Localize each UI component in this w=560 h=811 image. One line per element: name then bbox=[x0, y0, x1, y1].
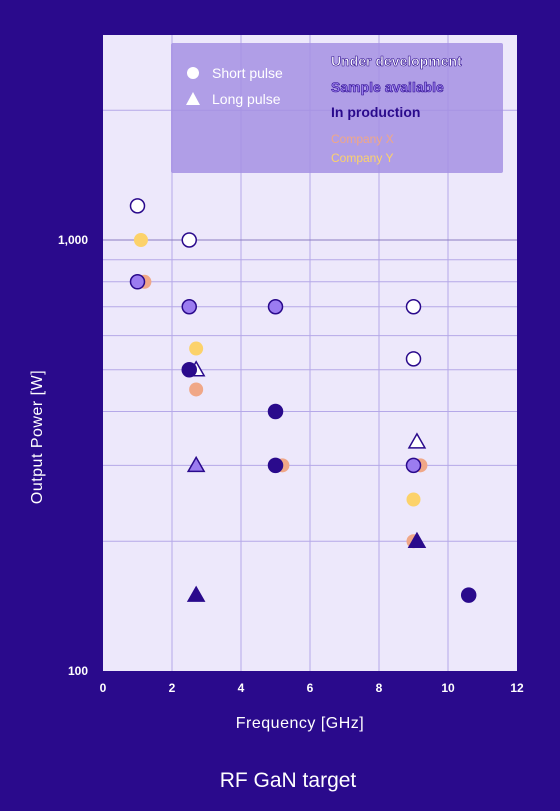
legend-box bbox=[171, 43, 503, 173]
data-point-development-circle bbox=[181, 232, 197, 248]
data-point-development-triangle bbox=[407, 432, 427, 449]
legend-company-y: Company Y bbox=[331, 151, 393, 165]
y-tick-label: 100 bbox=[68, 664, 88, 678]
data-point-development-circle bbox=[405, 351, 422, 367]
data-point-development-circle bbox=[129, 198, 146, 214]
x-axis-label: Frequency [GHz] bbox=[236, 715, 364, 732]
data-point-development-circle bbox=[405, 299, 422, 315]
data-points bbox=[129, 198, 477, 603]
x-tick-label: 12 bbox=[510, 681, 524, 695]
data-point-sample-triangle bbox=[186, 455, 206, 473]
x-tick-label: 8 bbox=[376, 681, 383, 695]
y-axis-label: Output Power [W] bbox=[29, 370, 46, 504]
chart-title: RF GaN target bbox=[220, 769, 357, 792]
data-point-company_y-circle bbox=[133, 233, 148, 247]
data-point-company_x-circle bbox=[189, 382, 204, 397]
legend-short-pulse: Short pulse bbox=[212, 65, 283, 81]
x-tick-label: 6 bbox=[307, 681, 314, 695]
data-point-sample-circle bbox=[267, 299, 284, 315]
legend-circle-marker bbox=[187, 67, 199, 79]
x-tick-label: 2 bbox=[169, 681, 176, 695]
x-tick-label: 4 bbox=[238, 681, 245, 695]
legend: Short pulse Long pulse Under development… bbox=[171, 43, 503, 173]
legend-company-x: Company X bbox=[331, 132, 394, 146]
data-point-production-circle bbox=[181, 361, 197, 378]
tick-labels: 0 2 4 6 8 10 12 100 1,000 bbox=[58, 233, 524, 695]
data-point-sample-circle bbox=[129, 274, 146, 290]
data-point-production-triangle bbox=[186, 585, 206, 602]
legend-under-development: Under development bbox=[331, 53, 462, 69]
data-point-company_y-circle bbox=[189, 341, 204, 356]
data-point-production-circle bbox=[267, 403, 284, 420]
data-point-sample-circle bbox=[181, 299, 197, 315]
legend-in-production: In production bbox=[331, 104, 420, 120]
x-tick-label: 0 bbox=[100, 681, 107, 695]
x-tick-label: 10 bbox=[441, 681, 455, 695]
legend-triangle-marker bbox=[186, 92, 200, 105]
data-point-sample-circle bbox=[405, 457, 422, 474]
legend-long-pulse: Long pulse bbox=[212, 91, 281, 107]
data-point-production-triangle bbox=[407, 531, 427, 549]
y-tick-label: 1,000 bbox=[58, 233, 88, 247]
data-point-production-circle bbox=[267, 457, 284, 474]
data-point-company_y-circle bbox=[406, 492, 421, 507]
data-point-production-circle bbox=[460, 587, 477, 603]
legend-sample-available: Sample available bbox=[331, 79, 444, 95]
